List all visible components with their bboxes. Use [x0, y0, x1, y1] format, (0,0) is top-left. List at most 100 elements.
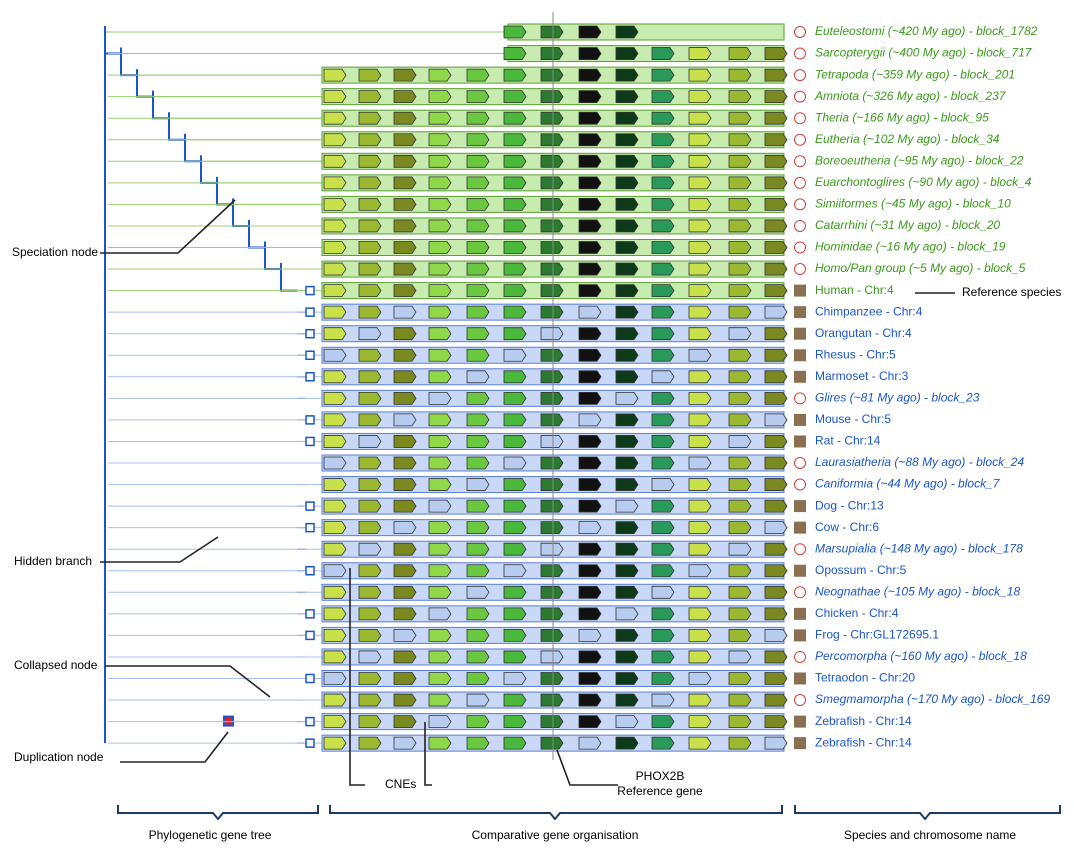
gene	[429, 522, 451, 534]
gene	[541, 263, 563, 275]
leaf-node	[306, 610, 314, 618]
gene	[467, 716, 489, 728]
gene	[579, 134, 601, 146]
gene	[616, 328, 638, 340]
gene	[652, 242, 674, 254]
gene	[616, 651, 638, 663]
gene	[729, 543, 751, 555]
gene	[765, 694, 787, 706]
gene	[579, 349, 601, 361]
gene	[359, 349, 381, 361]
gene	[652, 479, 674, 491]
annotation: Reference species	[962, 285, 1061, 299]
gene	[729, 112, 751, 124]
gene	[467, 479, 489, 491]
gene	[689, 177, 711, 189]
gene	[359, 543, 381, 555]
leaf-node	[306, 330, 314, 338]
gene	[765, 673, 787, 685]
gene	[616, 48, 638, 60]
gene	[616, 69, 638, 81]
gene	[765, 565, 787, 577]
gene	[765, 737, 787, 749]
gene	[765, 414, 787, 426]
row-label: Marmoset - Chr:3	[815, 369, 909, 383]
gene	[504, 177, 526, 189]
gene	[429, 242, 451, 254]
gene	[579, 565, 601, 577]
gene	[729, 285, 751, 297]
gene	[689, 565, 711, 577]
gene	[652, 457, 674, 469]
gene	[541, 500, 563, 512]
gene	[579, 220, 601, 232]
leaf-node	[306, 567, 314, 575]
gene	[467, 349, 489, 361]
gene	[324, 414, 346, 426]
gene	[689, 220, 711, 232]
gene	[579, 716, 601, 728]
gene	[394, 69, 416, 81]
gene	[729, 392, 751, 404]
gene	[689, 435, 711, 447]
gene	[429, 91, 451, 103]
gene	[616, 608, 638, 620]
ancestor-icon	[795, 458, 806, 469]
gene	[394, 112, 416, 124]
gene	[579, 500, 601, 512]
gene	[579, 26, 601, 38]
gene	[504, 26, 526, 38]
gene	[467, 673, 489, 685]
gene	[616, 155, 638, 167]
gene	[689, 479, 711, 491]
gene	[429, 608, 451, 620]
gene	[541, 328, 563, 340]
gene	[652, 586, 674, 598]
gene	[579, 543, 601, 555]
annotation: CNEs	[385, 777, 416, 791]
gene	[729, 134, 751, 146]
gene	[616, 263, 638, 275]
gene	[359, 285, 381, 297]
gene	[729, 242, 751, 254]
gene	[467, 694, 489, 706]
gene	[689, 112, 711, 124]
gene	[616, 371, 638, 383]
gene	[394, 220, 416, 232]
section-label: Phylogenetic gene tree	[149, 828, 272, 842]
gene	[324, 285, 346, 297]
gene	[541, 112, 563, 124]
ancestor-icon	[795, 695, 806, 706]
gene	[689, 198, 711, 210]
gene	[765, 392, 787, 404]
gene	[394, 673, 416, 685]
gene	[541, 349, 563, 361]
gene	[394, 716, 416, 728]
gene	[394, 565, 416, 577]
row-label: Eutheria (~102 My ago) - block_34	[815, 132, 1000, 146]
gene	[467, 134, 489, 146]
tree-branch	[265, 242, 281, 270]
gene	[729, 91, 751, 103]
gene	[504, 737, 526, 749]
leaf-node	[306, 502, 314, 510]
gene	[729, 651, 751, 663]
gene	[504, 371, 526, 383]
gene	[765, 522, 787, 534]
gene	[467, 586, 489, 598]
gene	[467, 629, 489, 641]
gene	[541, 242, 563, 254]
gene	[359, 457, 381, 469]
row-label: Amniota (~326 My ago) - block_237	[814, 89, 1007, 103]
gene	[579, 155, 601, 167]
gene	[467, 198, 489, 210]
row-label: Frog - Chr:GL172695.1	[815, 628, 939, 642]
gene	[504, 198, 526, 210]
row-label: Homo/Pan group (~5 My ago) - block_5	[815, 261, 1026, 275]
gene	[429, 500, 451, 512]
gene	[467, 651, 489, 663]
gene	[504, 694, 526, 706]
gene	[689, 586, 711, 598]
gene	[359, 629, 381, 641]
gene	[504, 285, 526, 297]
